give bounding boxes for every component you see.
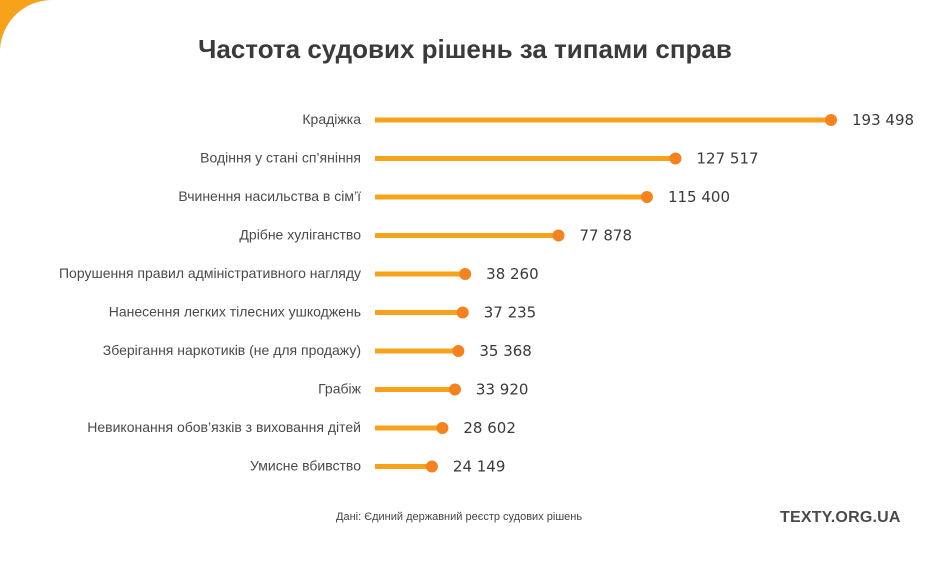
category-label: Нанесення легких тілесних ушкоджень bbox=[109, 304, 361, 320]
bar-end-dot[interactable] bbox=[825, 114, 837, 126]
value-label: 38 260 bbox=[486, 265, 539, 283]
bar-end-dot[interactable] bbox=[452, 345, 465, 357]
category-label: Дрібне хуліганство bbox=[239, 227, 361, 243]
bar-end-dot[interactable] bbox=[459, 268, 472, 280]
category-label: Умисне вбивство bbox=[250, 458, 361, 474]
corner-arc bbox=[0, 0, 52, 50]
bar-end-dot[interactable] bbox=[640, 191, 653, 203]
category-label: Зберігання наркотиків (не для продажу) bbox=[103, 342, 361, 358]
value-label: 77 878 bbox=[580, 227, 633, 245]
bar-end-dot[interactable] bbox=[436, 422, 449, 434]
brand-logo[interactable]: TEXTY.ORG.UA bbox=[780, 509, 901, 526]
value-label: 33 920 bbox=[476, 381, 529, 399]
chart-title: Частота судових рішень за типами справ bbox=[198, 34, 732, 64]
category-label: Грабіж bbox=[318, 381, 361, 397]
value-label: 24 149 bbox=[453, 458, 506, 476]
category-label: Водіння у стані сп’яніння bbox=[200, 150, 361, 166]
value-label: 193 498 bbox=[852, 111, 914, 129]
bar-end-dot[interactable] bbox=[552, 229, 565, 242]
source-note: Дані: Єдиний державний реєстр судових рі… bbox=[336, 511, 583, 523]
value-label: 37 235 bbox=[484, 304, 537, 322]
value-label: 35 368 bbox=[479, 342, 532, 360]
value-label: 28 602 bbox=[463, 419, 516, 437]
value-label: 127 517 bbox=[697, 150, 759, 168]
bar-end-dot[interactable] bbox=[425, 460, 438, 473]
value-label: 115 400 bbox=[668, 188, 730, 206]
bar-end-dot[interactable] bbox=[669, 152, 682, 165]
bar-end-dot[interactable] bbox=[456, 306, 469, 319]
bar-end-dot[interactable] bbox=[448, 383, 461, 396]
category-label: Крадіжка bbox=[302, 111, 361, 127]
corner-decoration bbox=[0, 0, 52, 50]
category-label: Вчинення насильства в сім’ї bbox=[178, 188, 361, 204]
category-label: Порушення правил адміністративного нагля… bbox=[59, 265, 361, 281]
category-label: Невиконання обов’язків з виховання дітей bbox=[87, 419, 361, 435]
